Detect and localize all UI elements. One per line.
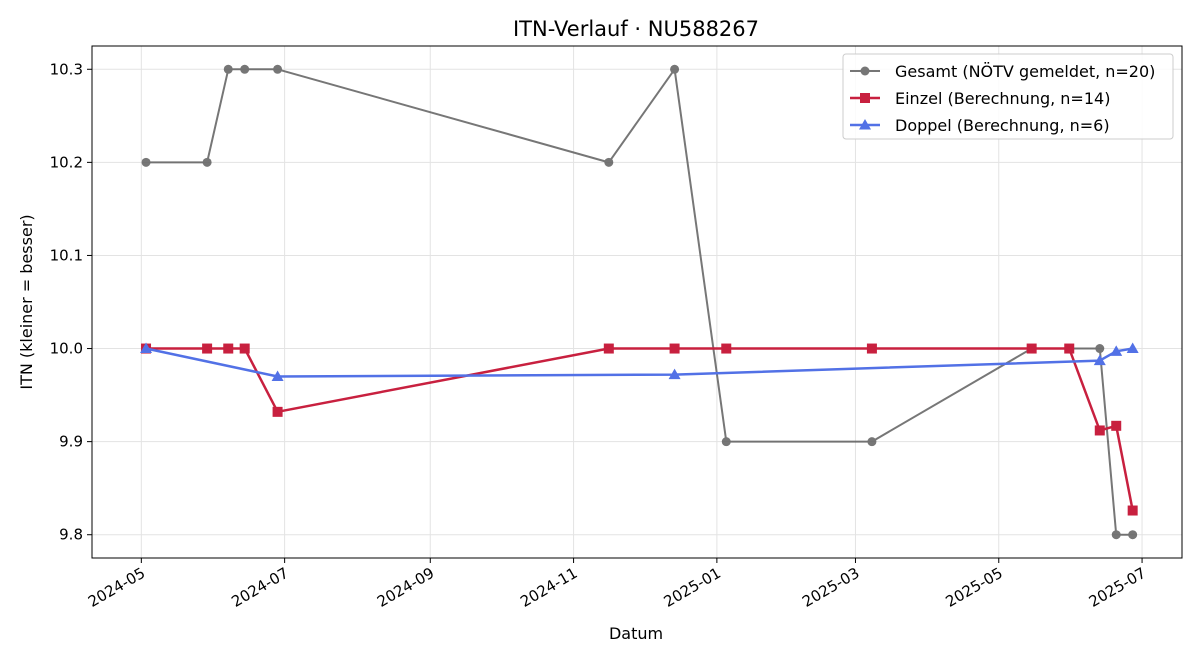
data-point bbox=[867, 437, 877, 447]
data-point bbox=[140, 342, 153, 354]
legend-label: Doppel (Berechnung, n=6) bbox=[895, 116, 1110, 135]
series-square bbox=[141, 343, 1138, 516]
legend-marker bbox=[860, 66, 870, 76]
data-point bbox=[1064, 343, 1075, 354]
y-tick-label: 9.9 bbox=[59, 433, 83, 451]
data-point bbox=[1110, 345, 1123, 356]
data-point bbox=[223, 64, 233, 74]
legend-label: Gesamt (NÖTV gemeldet, n=20) bbox=[895, 62, 1155, 81]
data-point bbox=[239, 343, 250, 354]
y-tick-label: 10.2 bbox=[50, 153, 83, 171]
data-point bbox=[1128, 530, 1138, 540]
data-point bbox=[669, 343, 680, 354]
data-point bbox=[271, 370, 284, 381]
data-point bbox=[721, 437, 731, 447]
legend-box bbox=[842, 53, 1174, 140]
y-tick-label: 10.3 bbox=[50, 60, 83, 78]
data-point bbox=[603, 343, 614, 354]
y-axis-title: ITN (kleiner = besser) bbox=[17, 214, 36, 389]
legend-entry bbox=[850, 93, 880, 103]
series-triangle bbox=[140, 342, 1139, 381]
legend-items: Gesamt (NÖTV gemeldet, n=20) Einzel (Bere… bbox=[850, 62, 1155, 135]
chart-title: ITN-Verlauf · NU588267 bbox=[513, 17, 759, 41]
legend-marker bbox=[860, 93, 870, 103]
series-layer bbox=[140, 64, 1139, 540]
data-point bbox=[1111, 530, 1121, 540]
data-point bbox=[1093, 354, 1106, 366]
data-point bbox=[202, 343, 213, 354]
data-point bbox=[272, 406, 283, 417]
x-axis-title: Datum bbox=[609, 624, 663, 643]
y-tick-label: 10.0 bbox=[50, 340, 83, 358]
plot-frame bbox=[91, 45, 1183, 559]
data-point bbox=[866, 343, 877, 354]
data-point bbox=[670, 64, 680, 74]
data-point bbox=[1026, 343, 1037, 354]
data-point bbox=[141, 157, 151, 167]
data-point bbox=[223, 343, 234, 354]
data-point bbox=[1094, 425, 1105, 436]
data-point bbox=[202, 157, 212, 167]
legend-entry bbox=[850, 119, 880, 130]
y-tick-label: 9.8 bbox=[59, 526, 83, 544]
legend-entry bbox=[850, 66, 880, 76]
data-point bbox=[721, 343, 732, 354]
data-point bbox=[668, 368, 681, 380]
legend-label: Einzel (Berechnung, n=14) bbox=[895, 89, 1110, 108]
data-point bbox=[604, 157, 614, 167]
legend-marker bbox=[859, 119, 871, 130]
y-tick-label: 10.1 bbox=[50, 246, 83, 264]
data-point bbox=[1126, 342, 1139, 354]
data-point bbox=[273, 64, 283, 74]
legend: Gesamt (NÖTV gemeldet, n=20) Einzel (Bere… bbox=[842, 53, 1174, 140]
data-point bbox=[1111, 420, 1122, 431]
data-point bbox=[1095, 344, 1105, 354]
data-point bbox=[1127, 505, 1138, 516]
data-point bbox=[240, 64, 250, 74]
series-circle bbox=[141, 64, 1138, 540]
